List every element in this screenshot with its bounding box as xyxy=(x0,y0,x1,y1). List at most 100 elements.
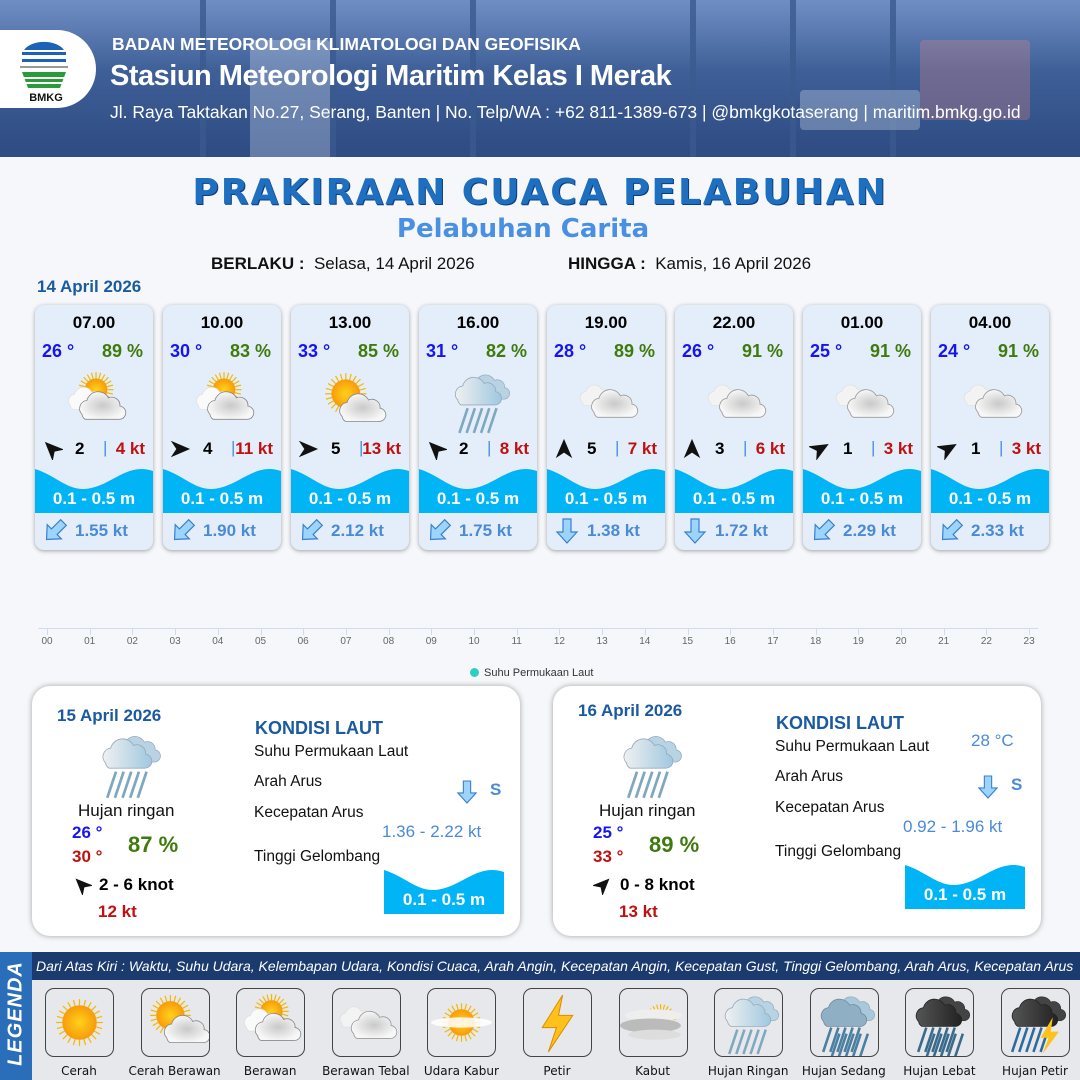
x-tick xyxy=(644,629,646,635)
gust-speed: 7 kt xyxy=(627,439,657,458)
wave-height: 0.1 - 0.5 m xyxy=(436,489,520,508)
separator: | xyxy=(871,438,876,457)
wave-height: 0.1 - 0.5 m xyxy=(923,885,1007,904)
wind-speed-range: 2 - 6 knot xyxy=(99,875,174,894)
separator: | xyxy=(487,438,492,457)
berawan-tebal-icon xyxy=(331,988,401,1057)
wind-direction-icon xyxy=(591,875,613,897)
port-name: Pelabuhan Carita xyxy=(396,214,650,244)
wave-height: 0.1 - 0.5 m xyxy=(692,489,776,508)
legend-item-label: Hujan Ringan xyxy=(707,1064,789,1078)
sst-value: 28 °C xyxy=(971,731,1014,750)
separator: | xyxy=(615,438,620,457)
x-tick-label: 21 xyxy=(938,636,950,647)
current-direction: S xyxy=(490,780,502,799)
wind-speed: 4 xyxy=(203,439,213,458)
air-temperature: 33 ° xyxy=(298,341,331,361)
wave-icon xyxy=(675,463,793,513)
x-tick xyxy=(132,629,134,635)
x-tick xyxy=(345,629,347,635)
wave-icon xyxy=(547,463,665,513)
legend-item-label: Hujan Petir xyxy=(1002,1064,1068,1078)
x-tick-label: 15 xyxy=(681,636,694,647)
valid-from-label: BERLAKU : xyxy=(211,254,305,273)
wind-speed: 1 xyxy=(843,439,853,458)
air-temperature: 30 ° xyxy=(170,341,203,361)
x-tick xyxy=(772,629,774,635)
sst-label: Suhu Permukaan Laut xyxy=(775,738,930,755)
panel-date: 15 April 2026 xyxy=(57,706,162,725)
current-direction-label: Arah Arus xyxy=(254,773,323,790)
x-tick xyxy=(47,629,48,635)
x-tick-label: 00 xyxy=(41,636,53,647)
humidity: 89 % xyxy=(649,832,700,857)
humidity: 82 % xyxy=(485,341,527,361)
x-tick xyxy=(858,629,860,635)
x-tick-label: 10 xyxy=(468,636,480,647)
wind-speed: 5 xyxy=(587,439,597,458)
current-speed-range: 0.92 - 1.96 kt xyxy=(903,817,1003,836)
gust-speed: 3 kt xyxy=(883,439,913,458)
current-direction-icon xyxy=(456,779,478,805)
current-direction-icon xyxy=(297,517,325,545)
legend-bar xyxy=(32,952,1080,980)
legend-marker xyxy=(470,668,479,677)
wind-speed: 1 xyxy=(971,439,981,458)
gust-speed: 11 kt xyxy=(235,439,273,458)
forecast-card: 13.00 33 ° 85 % 5 | 13 kt 0.1 - 0.5 m 2.… xyxy=(291,305,409,550)
gust-speed: 4 kt xyxy=(115,439,145,458)
current-direction-icon xyxy=(169,517,197,545)
forecast-card: 07.00 26 ° 89 % 2 | 4 kt 0.1 - 0.5 m 1.5… xyxy=(35,305,153,550)
forecast-card: 19.00 28 ° 89 % 5 | 7 kt 0.1 - 0.5 m 1.3… xyxy=(547,305,665,550)
forecast-card: 04.00 24 ° 91 % 1 | 3 kt 0.1 - 0.5 m 2.3… xyxy=(931,305,1049,550)
wind-row: 3 | 6 kt xyxy=(681,438,789,460)
forecast-time: 16.00 xyxy=(456,313,500,332)
x-tick xyxy=(89,629,91,635)
wave-icon xyxy=(803,463,921,513)
forecast-time: 19.00 xyxy=(584,313,628,332)
hujan-ringan-icon xyxy=(613,726,685,802)
forecast-time: 10.00 xyxy=(200,313,244,332)
valid-to-label: HINGGA : xyxy=(568,254,646,273)
current-direction-icon xyxy=(553,517,581,545)
station-name: Stasiun Meteorologi Maritim Kelas I Mera… xyxy=(110,60,672,92)
wave-height: 0.1 - 0.5 m xyxy=(308,489,392,508)
current-speed: 1.72 kt xyxy=(715,521,768,540)
forecast-card: 01.00 25 ° 91 % 1 | 3 kt 0.1 - 0.5 m 2.2… xyxy=(803,305,921,550)
x-tick-label: 05 xyxy=(254,636,267,647)
gust-speed: 6 kt xyxy=(755,439,785,458)
min-temperature: 25 ° xyxy=(593,823,624,842)
sst-chart-legend: Suhu Permukaan Laut xyxy=(470,667,593,679)
current-direction-icon xyxy=(41,517,69,545)
daily-forecast-panel: 15 April 2026 Hujan ringan 26 ° 30 ° 87 … xyxy=(32,686,520,936)
forecast-card: 16.00 31 ° 82 % 2 | 8 kt 0.1 - 0.5 m 1.7… xyxy=(419,305,537,550)
air-temperature: 26 ° xyxy=(42,341,75,361)
separator: | xyxy=(359,438,364,457)
x-tick-label: 11 xyxy=(511,636,522,647)
wind-direction-icon xyxy=(169,438,191,460)
x-tick-label: 23 xyxy=(1023,636,1035,647)
humidity: 83 % xyxy=(229,341,271,361)
berawan-tebal-icon xyxy=(823,367,903,435)
x-tick xyxy=(943,629,945,635)
x-tick-label: 19 xyxy=(852,636,864,647)
x-tick-label: 08 xyxy=(383,636,395,647)
berawan-icon xyxy=(236,988,306,1057)
x-tick-label: 02 xyxy=(126,636,138,647)
current-direction-icon xyxy=(809,517,837,545)
cerah-berawan-icon xyxy=(140,988,210,1057)
hujan-sedang-icon xyxy=(809,988,879,1059)
forecast-time: 22.00 xyxy=(712,313,756,332)
air-temperature: 28 ° xyxy=(554,341,587,361)
sea-condition-title: KONDISI LAUT xyxy=(776,713,904,733)
wave-height: 0.1 - 0.5 m xyxy=(820,489,904,508)
x-tick xyxy=(431,629,433,635)
gust-speed: 12 kt xyxy=(98,902,137,921)
x-tick-label: 16 xyxy=(724,636,736,647)
wave-icon xyxy=(35,463,153,513)
berawan-icon xyxy=(55,367,135,435)
x-tick xyxy=(303,629,305,635)
legend-side: LEGENDA xyxy=(0,952,32,1080)
x-tick-label: 17 xyxy=(767,636,779,647)
x-tick xyxy=(602,629,604,635)
